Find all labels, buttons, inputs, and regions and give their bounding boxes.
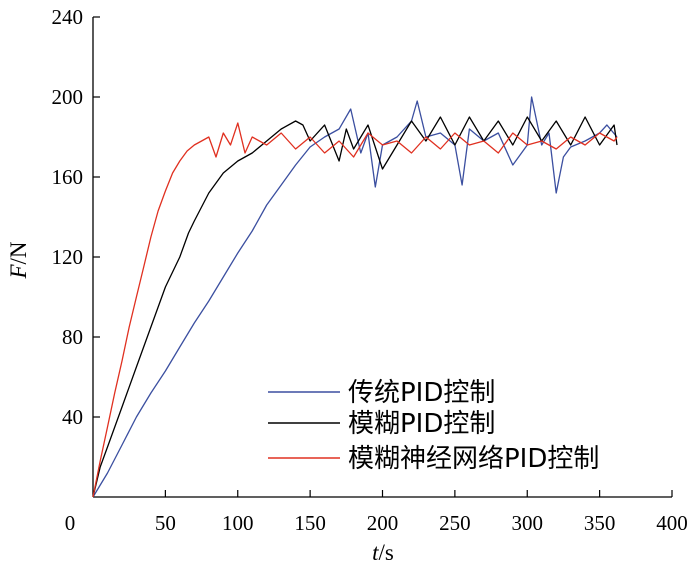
y-tick-label: 40 <box>62 405 83 429</box>
y-tick-label: 80 <box>62 325 83 349</box>
axis-labels: t/s F/N <box>6 241 394 565</box>
y-axis-label: F/N <box>6 241 31 279</box>
x-tick-label: 250 <box>439 511 471 535</box>
x-tick-label: 100 <box>222 511 254 535</box>
y-tick-label: 120 <box>52 245 84 269</box>
y-axis-unit: /N <box>6 241 31 264</box>
x-axis-var: t <box>372 540 379 565</box>
y-tick-label: 240 <box>52 5 84 29</box>
series-lines <box>92 96 618 498</box>
x-tick-label: 300 <box>512 511 544 535</box>
x-tick-label: 0 <box>65 511 76 535</box>
x-tick-label: 150 <box>294 511 326 535</box>
x-tick-label: 350 <box>584 511 616 535</box>
x-axis-unit: /s <box>379 540 394 565</box>
x-tick-label: 400 <box>656 511 688 535</box>
x-axis-label: t/s <box>372 540 394 565</box>
legend-label-1: 模糊PID控制 <box>348 409 495 439</box>
y-tick-label: 160 <box>52 165 84 189</box>
ticks: 0 50 100 150 200 250 300 350 400 40 80 120 160 200 240 <box>52 5 688 535</box>
x-tick-label: 50 <box>155 511 176 535</box>
series-line-2 <box>92 122 618 498</box>
x-tick-label: 200 <box>367 511 399 535</box>
y-tick-label: 200 <box>52 85 84 109</box>
legend-label-0: 传统PID控制 <box>348 378 495 408</box>
y-axis-var: F <box>6 264 31 280</box>
legend-label-2: 模糊神经网络PID控制 <box>348 444 599 474</box>
